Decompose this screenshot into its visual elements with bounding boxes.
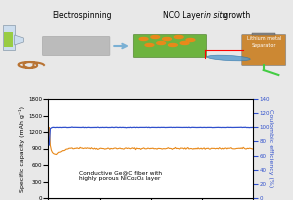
Ellipse shape [207, 55, 250, 61]
Circle shape [163, 38, 171, 40]
Text: Lithium metal: Lithium metal [246, 36, 281, 40]
Circle shape [139, 38, 148, 40]
FancyBboxPatch shape [42, 36, 110, 55]
Text: growth: growth [221, 10, 251, 20]
Text: in situ: in situ [204, 10, 227, 20]
Y-axis label: Specific capacity (mAh g⁻¹): Specific capacity (mAh g⁻¹) [19, 106, 25, 192]
Circle shape [157, 42, 166, 45]
Circle shape [174, 36, 183, 38]
FancyBboxPatch shape [252, 33, 275, 35]
FancyBboxPatch shape [3, 25, 15, 50]
Circle shape [186, 38, 195, 42]
Text: Electrospinning: Electrospinning [52, 10, 112, 20]
Text: NCO Layer: NCO Layer [163, 10, 206, 20]
FancyBboxPatch shape [242, 34, 286, 66]
Polygon shape [15, 35, 23, 45]
FancyBboxPatch shape [4, 32, 13, 47]
Text: Separator: Separator [251, 43, 276, 47]
Circle shape [145, 44, 154, 46]
Y-axis label: Coulombic efficiency (%): Coulombic efficiency (%) [268, 109, 273, 188]
FancyBboxPatch shape [133, 34, 207, 58]
Circle shape [151, 36, 160, 38]
Circle shape [180, 42, 189, 45]
Text: Conductive Ge@C fiber with
highly porous NiCo₂O₄ layer: Conductive Ge@C fiber with highly porous… [79, 171, 162, 181]
Circle shape [168, 44, 177, 46]
